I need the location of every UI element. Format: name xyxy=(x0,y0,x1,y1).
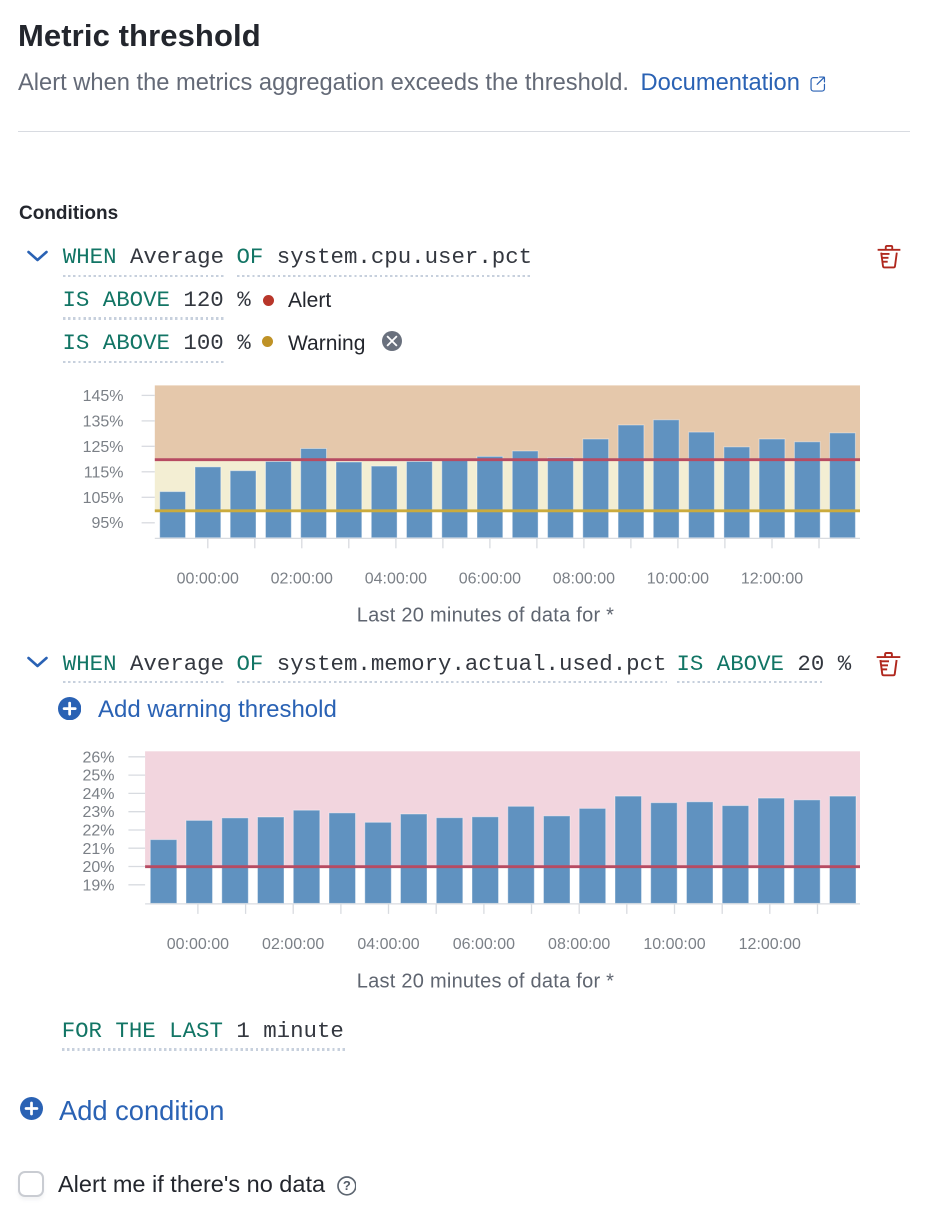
svg-text:08:00:00: 08:00:00 xyxy=(553,571,615,588)
svg-text:145%: 145% xyxy=(83,388,124,405)
svg-text:00:00:00: 00:00:00 xyxy=(167,936,229,953)
svg-text:125%: 125% xyxy=(83,439,124,456)
svg-text:10:00:00: 10:00:00 xyxy=(647,571,709,588)
svg-text:02:00:00: 02:00:00 xyxy=(262,936,324,953)
svg-text:04:00:00: 04:00:00 xyxy=(357,936,419,953)
svg-text:24%: 24% xyxy=(82,786,114,803)
svg-text:135%: 135% xyxy=(83,413,124,430)
svg-text:20%: 20% xyxy=(82,859,114,876)
svg-text:22%: 22% xyxy=(82,823,114,840)
svg-text:23%: 23% xyxy=(82,804,114,821)
svg-text:115%: 115% xyxy=(84,464,124,481)
svg-text:12:00:00: 12:00:00 xyxy=(741,571,803,588)
svg-text:Last 20 minutes of data for *: Last 20 minutes of data for * xyxy=(357,970,614,992)
svg-text:04:00:00: 04:00:00 xyxy=(365,571,427,588)
svg-text:25%: 25% xyxy=(82,768,114,785)
svg-text:00:00:00: 00:00:00 xyxy=(177,571,239,588)
svg-text:02:00:00: 02:00:00 xyxy=(271,571,333,588)
svg-text:21%: 21% xyxy=(82,841,114,858)
svg-text:Last 20 minutes of data for *: Last 20 minutes of data for * xyxy=(357,604,614,626)
svg-text:105%: 105% xyxy=(83,490,124,507)
svg-text:12:00:00: 12:00:00 xyxy=(739,936,801,953)
svg-text:06:00:00: 06:00:00 xyxy=(459,571,521,588)
svg-text:08:00:00: 08:00:00 xyxy=(548,936,610,953)
svg-text:19%: 19% xyxy=(82,877,114,894)
svg-text:95%: 95% xyxy=(91,515,123,532)
svg-text:?: ? xyxy=(343,1178,351,1193)
svg-text:06:00:00: 06:00:00 xyxy=(453,936,515,953)
svg-text:10:00:00: 10:00:00 xyxy=(643,936,705,953)
svg-text:26%: 26% xyxy=(82,749,114,766)
